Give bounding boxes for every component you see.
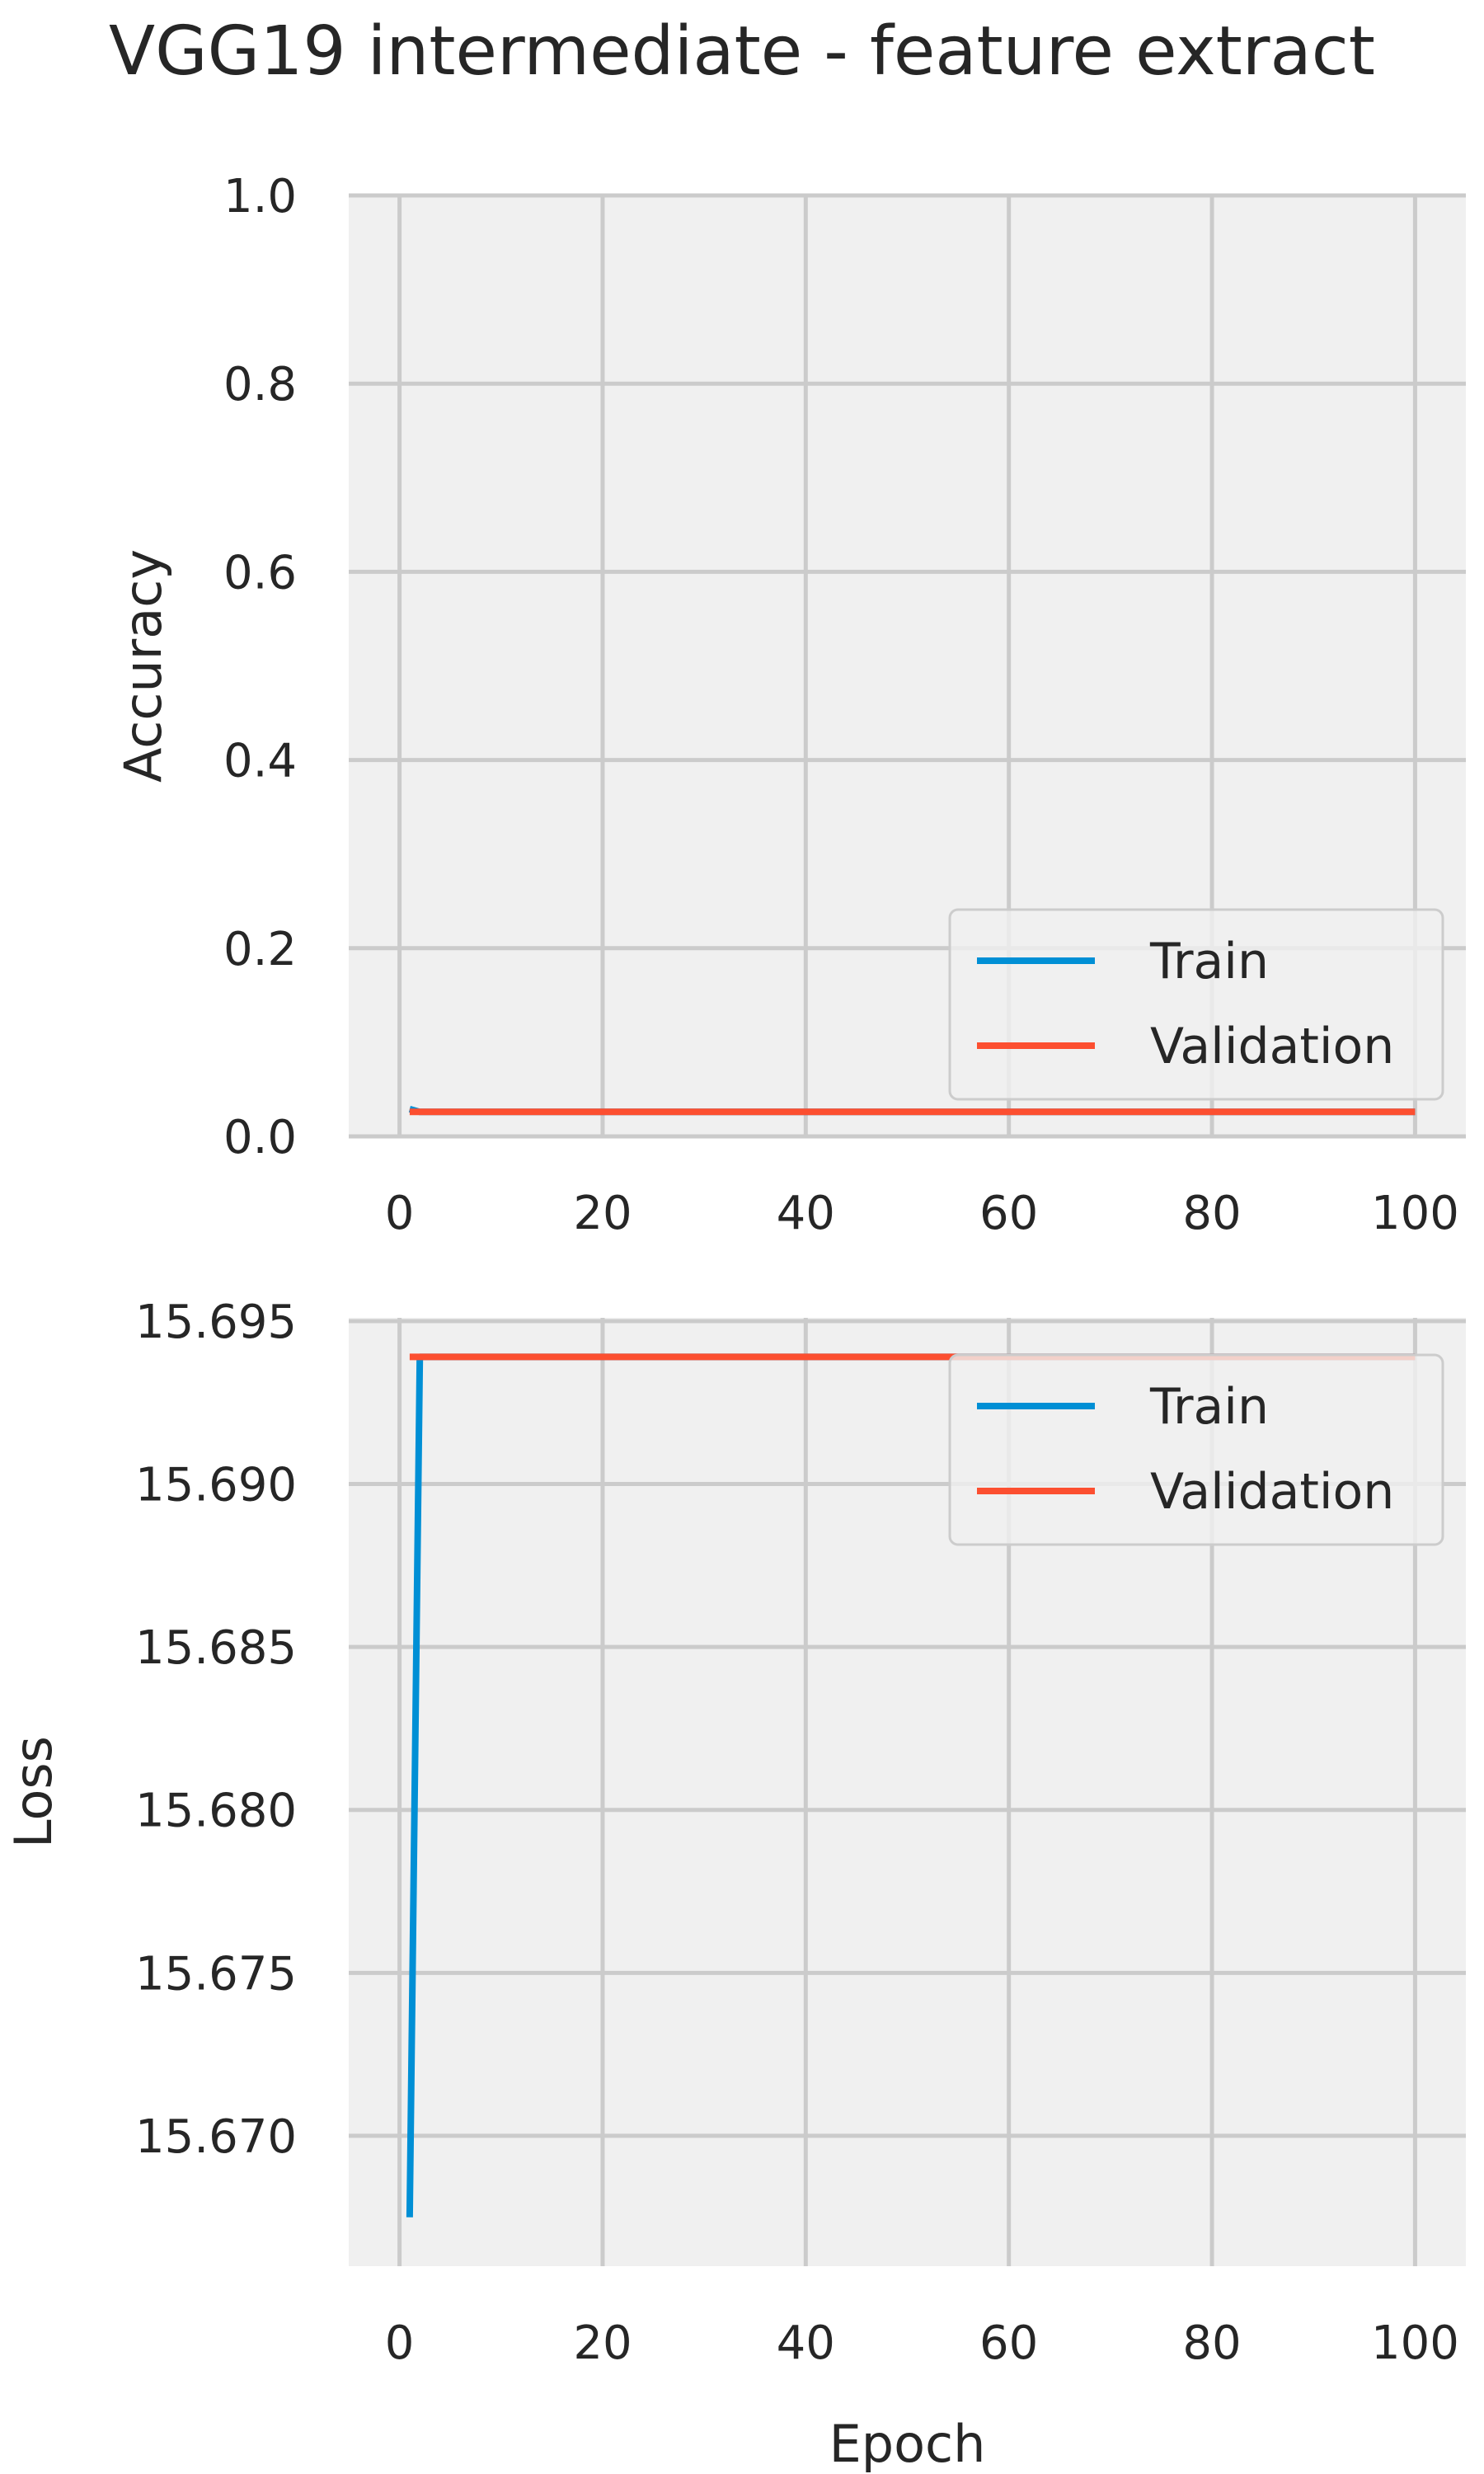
- y-tick-label: 0.0: [223, 1111, 297, 1164]
- y-tick-label: 0.6: [223, 546, 297, 600]
- y-tick-label: 0.8: [223, 358, 297, 412]
- x-tick-label: 40: [777, 1187, 835, 1240]
- x-axis-label: Epoch: [829, 2414, 986, 2474]
- legend-label-train: Train: [1149, 933, 1269, 990]
- x-tick-label: 20: [573, 1187, 632, 1240]
- accuracy-panel: 0 20 40 60 80 100 0.0 0.2 0.4 0.6 0.8 1.0 Accuracy Tr…: [113, 170, 1466, 1240]
- y-tick-label: 15.695: [135, 1296, 297, 1349]
- y-tick-label: 15.675: [135, 1947, 297, 2001]
- y-tick-label: 15.670: [135, 2110, 297, 2164]
- figure-title: VGG19 intermediate - feature extract: [109, 12, 1375, 91]
- y-axis-label: Accuracy: [113, 549, 173, 783]
- y-tick-label: 15.680: [135, 1785, 297, 1838]
- x-tick-label: 0: [385, 2316, 415, 2370]
- x-tick-label: 40: [777, 2316, 835, 2370]
- x-tick-label: 100: [1371, 1187, 1459, 1240]
- x-tick-label: 100: [1371, 2316, 1459, 2370]
- legend-label-validation: Validation: [1150, 1018, 1394, 1075]
- loss-panel: 0 20 40 60 80 100 15.670 15.675 15.680 15.685 15.6…: [3, 1296, 1466, 2474]
- x-tick-label: 80: [1182, 1187, 1241, 1240]
- y-tick-label: 15.685: [135, 1621, 297, 1675]
- y-tick-label: 0.4: [223, 735, 297, 788]
- x-tick-label: 60: [979, 1187, 1038, 1240]
- x-tick-label: 0: [385, 1187, 415, 1240]
- y-tick-label: 15.690: [135, 1459, 297, 1512]
- legend-box: [948, 908, 1444, 1101]
- x-tick-label: 20: [573, 2316, 632, 2370]
- x-tick-label: 60: [979, 2316, 1038, 2370]
- y-tick-label: 0.2: [223, 923, 297, 976]
- x-tick-label: 80: [1182, 2316, 1241, 2370]
- legend-label-train: Train: [1149, 1378, 1269, 1436]
- y-axis-label: Loss: [3, 1736, 63, 1848]
- legend-box: [948, 1353, 1444, 1546]
- legend-label-validation: Validation: [1150, 1463, 1394, 1521]
- y-tick-label: 1.0: [223, 170, 297, 223]
